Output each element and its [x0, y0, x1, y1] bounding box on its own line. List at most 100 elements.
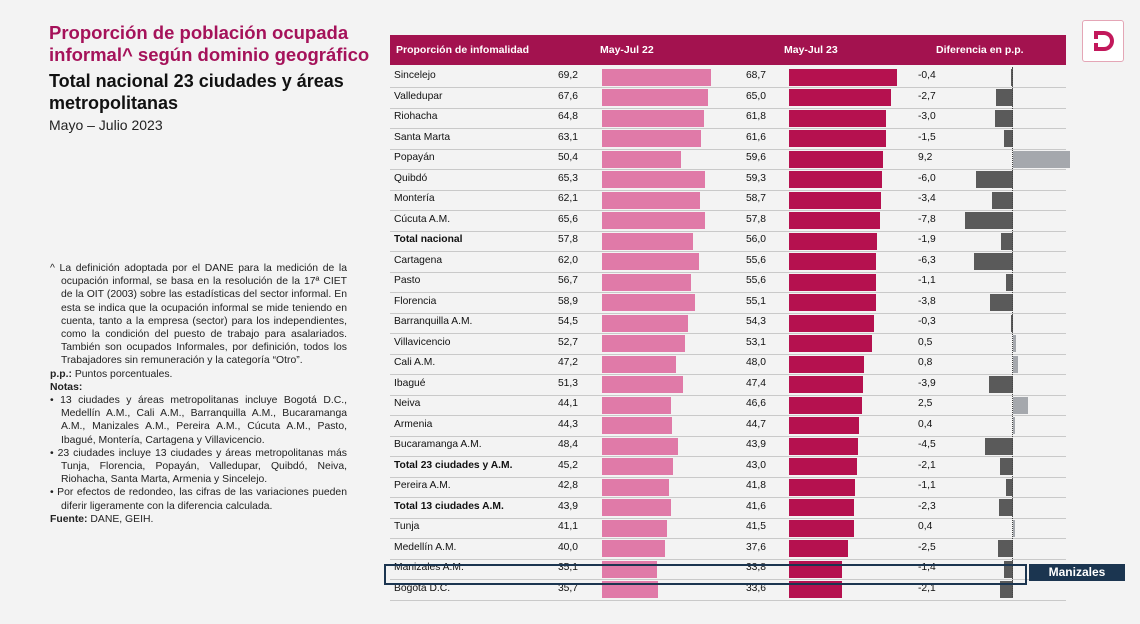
value-2022-label: 67,6: [557, 90, 578, 102]
bar-2022: [602, 191, 700, 209]
bar-2023: [789, 89, 892, 106]
value-2023-label: 59,3: [745, 172, 766, 184]
diff-bar: [989, 376, 1013, 393]
bar-2022: [602, 355, 677, 373]
value-2023-label: 47,4: [745, 377, 766, 389]
row-label: Neiva: [394, 398, 421, 409]
diff-bar: [1000, 581, 1013, 598]
value-2022-label: 42,8: [557, 480, 578, 491]
bar-2022: [602, 581, 659, 598]
bar-2023: [789, 171, 883, 188]
diff-value-label: -0,3: [918, 316, 936, 327]
chart-title: Proporción de población ocupada informal…: [49, 22, 370, 65]
source-label: Fuente:: [50, 513, 88, 525]
diff-value-label: 0,5: [918, 336, 933, 348]
row-label: Florencia: [394, 295, 437, 307]
row-separator: [390, 538, 1066, 539]
value-2022-label: 62,1: [557, 193, 578, 204]
row-separator: [390, 456, 1066, 457]
diff-value-label: -4,5: [918, 439, 936, 450]
row-separator: [390, 517, 1066, 519]
bar-2023: [789, 376, 864, 393]
dane-logo-icon: [1082, 20, 1124, 62]
value-2022-label: 35,7: [557, 582, 578, 594]
row-separator: [390, 292, 1066, 293]
row-label: Popayán: [394, 152, 435, 163]
value-2022-label: 35,1: [557, 562, 578, 573]
diff-bar: [1013, 417, 1016, 434]
bar-2022: [602, 519, 667, 537]
row-separator: [390, 271, 1066, 273]
bar-2022: [602, 437, 679, 455]
bar-2023: [789, 150, 883, 168]
diff-bar: [992, 191, 1013, 209]
bar-2023: [789, 335, 873, 352]
row-separator: [390, 210, 1066, 211]
bar-2022: [602, 130, 702, 147]
row-separator: [390, 128, 1066, 129]
row-label: Montería: [394, 193, 435, 204]
bar-2023: [789, 68, 897, 86]
diff-bar: [1006, 273, 1013, 291]
value-2022-label: 58,9: [557, 295, 578, 307]
row-separator: [390, 333, 1066, 334]
row-separator: [390, 599, 1066, 601]
notes-block: ^ La definición adoptada por el DANE par…: [50, 262, 347, 526]
diff-bar: [1013, 335, 1017, 352]
value-2022-label: 54,5: [557, 316, 578, 327]
diff-bar: [1010, 68, 1013, 86]
row-separator: [390, 251, 1066, 252]
diff-value-label: -6,0: [918, 172, 936, 184]
value-2022-label: 44,3: [557, 418, 578, 430]
diff-value-label: -6,3: [918, 254, 936, 266]
diff-bar: [1013, 519, 1016, 537]
value-2023-label: 61,6: [745, 131, 766, 143]
row-label: Total 23 ciudades y A.M.: [394, 459, 513, 471]
row-separator: [390, 374, 1066, 375]
diff-value-label: -1,1: [918, 480, 936, 491]
value-2023-label: 43,0: [745, 459, 766, 471]
diff-bar: [994, 109, 1013, 127]
value-2023-label: 33,6: [745, 582, 766, 594]
notas-heading: Notas:: [50, 381, 347, 394]
value-2023-label: 57,8: [745, 213, 766, 225]
bar-2023: [789, 458, 857, 475]
diff-value-label: 9,2: [918, 152, 933, 163]
bar-2022: [602, 540, 665, 557]
source-text: DANE, GEIH.: [87, 513, 154, 525]
value-2022-label: 40,0: [557, 541, 578, 553]
value-2023-label: 55,6: [745, 275, 766, 286]
diff-bar: [1013, 150, 1070, 168]
bar-2023: [789, 314, 875, 332]
bar-2023: [789, 417, 860, 434]
bar-2022: [602, 273, 692, 291]
value-2022-label: 44,1: [557, 398, 578, 409]
row-separator: [390, 107, 1066, 109]
row-label: Riohacha: [394, 111, 438, 122]
row-separator: [390, 415, 1066, 416]
diff-bar: [1013, 355, 1018, 373]
diff-value-label: -1,5: [918, 131, 936, 143]
value-2022-label: 48,4: [557, 439, 578, 450]
row-separator: [390, 230, 1066, 232]
value-2022-label: 47,2: [557, 357, 578, 368]
value-2022-label: 63,1: [557, 131, 578, 143]
row-separator: [390, 87, 1066, 88]
value-2022-label: 51,3: [557, 377, 578, 389]
row-label: Tunja: [394, 521, 420, 532]
diff-value-label: -2,5: [918, 541, 936, 553]
diff-value-label: -3,0: [918, 111, 936, 122]
value-2023-label: 37,6: [745, 541, 766, 553]
source-note: Fuente: DANE, GEIH.: [50, 513, 347, 526]
diff-value-label: -1,1: [918, 275, 936, 286]
bar-2023: [789, 130, 886, 147]
bar-2023: [789, 109, 887, 127]
diff-bar: [1006, 478, 1013, 496]
row-separator: [390, 189, 1066, 191]
value-2023-label: 68,7: [745, 70, 766, 81]
row-label: Pasto: [394, 275, 421, 286]
bar-2023: [789, 396, 863, 414]
row-label: Santa Marta: [394, 131, 451, 143]
bar-2022: [602, 109, 704, 127]
value-2022-label: 56,7: [557, 275, 578, 286]
